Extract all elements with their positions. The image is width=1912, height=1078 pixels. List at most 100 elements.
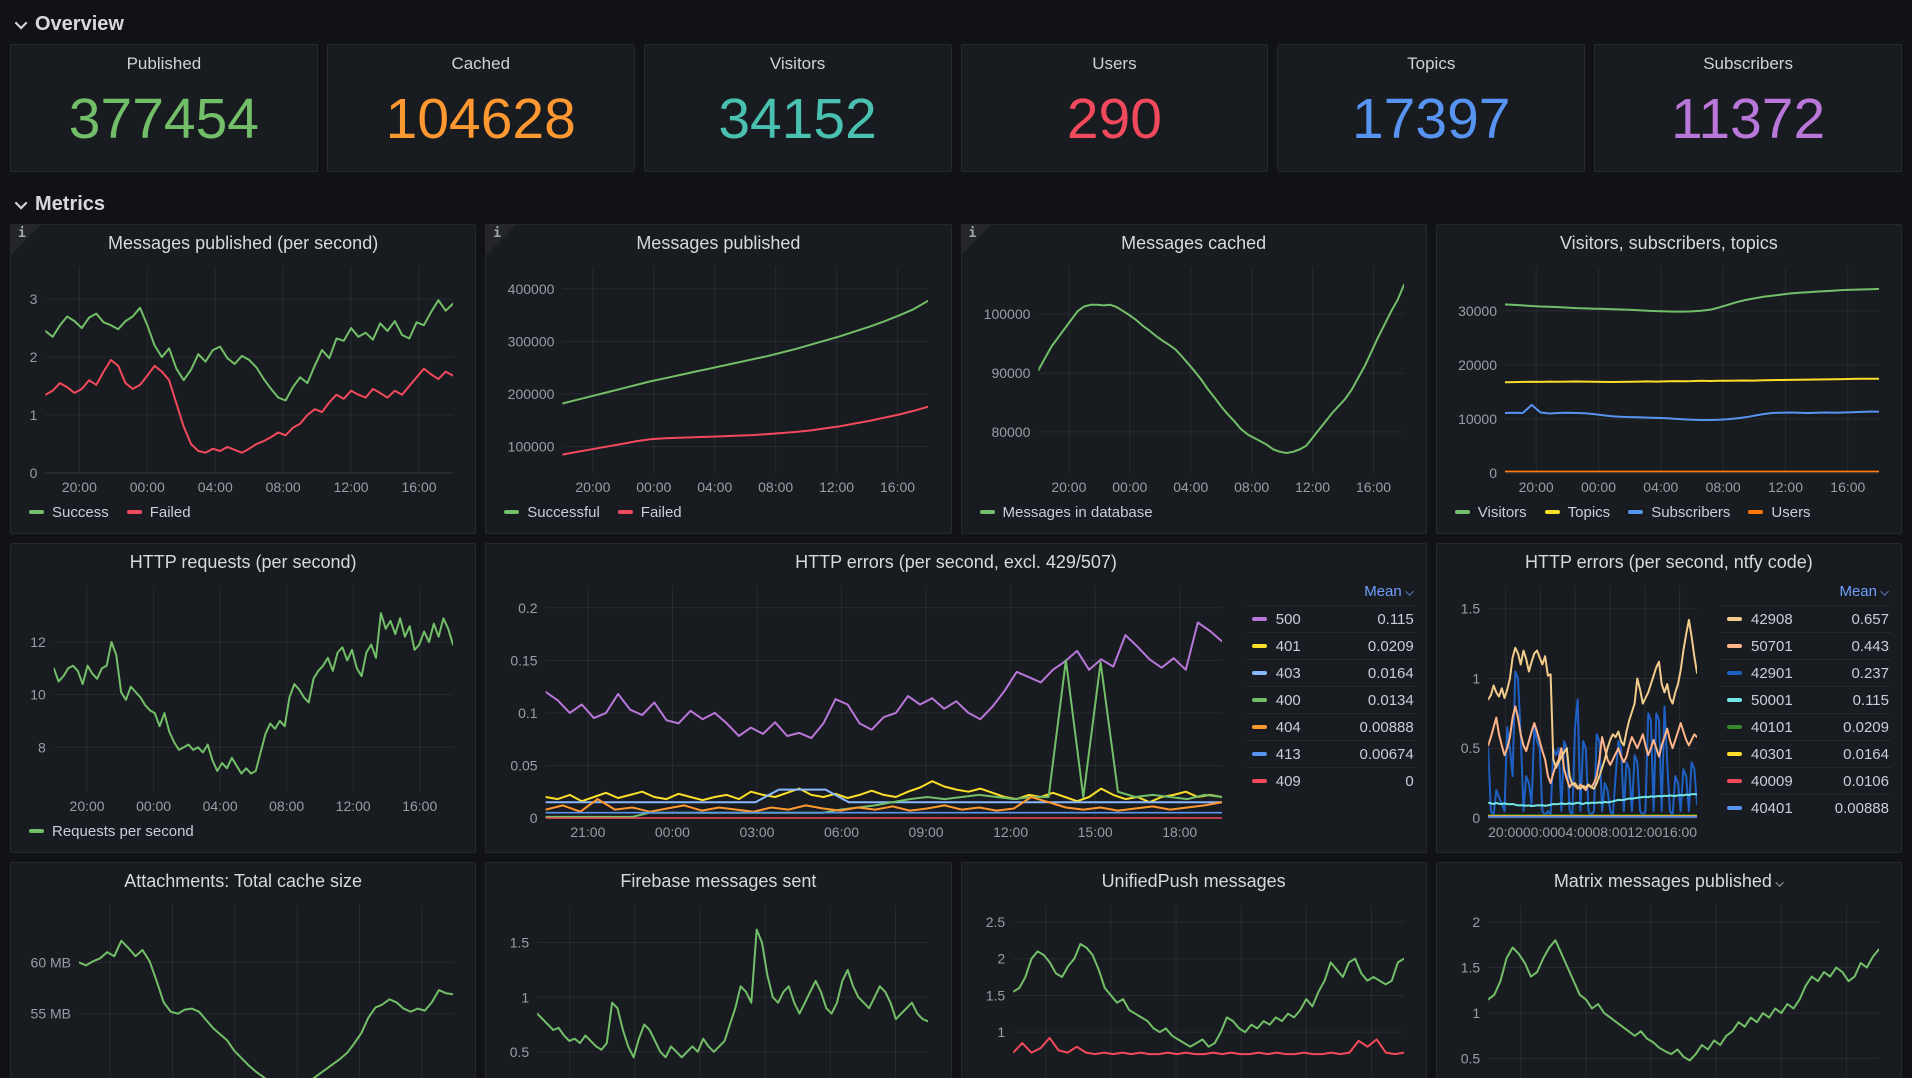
panel-title[interactable]: HTTP requests (per second) bbox=[19, 544, 467, 580]
chart-plot-area[interactable]: 20:00 00:00 04:00 08:00 12:00 16:00 100000 2000… bbox=[494, 261, 942, 499]
legend-table-row[interactable]: 42901 0.237 bbox=[1721, 659, 1891, 686]
legend-table-row[interactable]: 40101 0.0209 bbox=[1721, 713, 1891, 740]
legend-item[interactable]: Visitors bbox=[1454, 504, 1527, 521]
panel-title[interactable]: Messages published (per second) bbox=[19, 225, 467, 261]
legend-item[interactable]: Failed bbox=[617, 504, 682, 521]
legend-table-row[interactable]: 50001 0.115 bbox=[1721, 686, 1891, 713]
series-mean-value: 0.00888 bbox=[1359, 718, 1414, 736]
panel-title-text: Visitors, subscribers, topics bbox=[1560, 233, 1778, 253]
legend-table-row[interactable]: 40301 0.0164 bbox=[1721, 740, 1891, 767]
chart-panel: Attachments: Total cache size20:0000:000… bbox=[10, 862, 477, 1078]
panel-title[interactable]: HTTP errors (per second, ntfy code) bbox=[1445, 544, 1893, 580]
legend-table-row[interactable]: 40009 0.0106 bbox=[1721, 767, 1891, 794]
chart-plot-area[interactable]: 20:00 00:00 04:00 08:00 12:00 16:00 0 1 2 3 bbox=[19, 261, 467, 499]
svg-text:00:00: 00:00 bbox=[1112, 479, 1147, 495]
series-line-42908 bbox=[1487, 618, 1697, 790]
legend-table: Mean 500 0.115 401 0.0209 403 0.0164 400 0.0134 4… bbox=[1236, 580, 1418, 844]
legend-table-row[interactable]: 401 0.0209 bbox=[1245, 632, 1416, 659]
section-header-overview[interactable]: Overview bbox=[10, 4, 1902, 44]
legend-mean-header[interactable]: Mean bbox=[1246, 582, 1416, 605]
svg-text:300000: 300000 bbox=[508, 333, 555, 349]
series-line-404 bbox=[545, 796, 1223, 813]
series-mean-value: 0.0209 bbox=[1367, 637, 1414, 655]
svg-text:100000: 100000 bbox=[983, 306, 1030, 322]
legend-item[interactable]: Topics bbox=[1544, 504, 1610, 521]
legend-table-row[interactable]: 42908 0.657 bbox=[1721, 605, 1891, 632]
series-line-Failed bbox=[1012, 1036, 1404, 1056]
chart-panel: i Messages published 20:00 00:00 04:00 08:00 1… bbox=[485, 224, 952, 534]
panel-title[interactable]: Matrix messages published bbox=[1445, 863, 1893, 899]
panel-title[interactable]: Messages cached bbox=[970, 225, 1418, 261]
chart-plot-area[interactable]: 20:00 00:00 04:00 08:00 12:00 16:00 0 10000 2000… bbox=[1445, 261, 1893, 499]
series-swatch bbox=[1727, 617, 1742, 621]
legend-table-row[interactable]: 413 0.00674 bbox=[1245, 740, 1416, 767]
legend-table-row[interactable]: 404 0.00888 bbox=[1245, 713, 1416, 740]
chart-plot-area[interactable]: 20:00 00:00 04:00 08:00 12:00 16:00 0 0.5 1 1.5 bbox=[1445, 580, 1711, 844]
legend-item[interactable]: Successful bbox=[504, 504, 600, 521]
series-swatch bbox=[1544, 510, 1560, 514]
charts-grid: i Messages published (per second) 20:00 00:… bbox=[10, 224, 1902, 1078]
stat-value: 11372 bbox=[1670, 87, 1826, 151]
series-line-Topics bbox=[1504, 377, 1879, 384]
legend-item[interactable]: Requests per second bbox=[29, 823, 194, 840]
svg-text:0.05: 0.05 bbox=[511, 757, 538, 773]
svg-text:1: 1 bbox=[30, 407, 38, 423]
legend-item[interactable]: Subscribers bbox=[1628, 504, 1730, 521]
panel-title[interactable]: UnifiedPush messages bbox=[970, 863, 1418, 899]
section-header-metrics[interactable]: Metrics bbox=[10, 184, 1902, 224]
svg-text:09:00: 09:00 bbox=[909, 824, 944, 840]
legend-item[interactable]: Failed bbox=[126, 504, 191, 521]
series-swatch bbox=[617, 510, 633, 514]
legend-table-row[interactable]: 500 0.115 bbox=[1245, 605, 1416, 632]
legend-table-row[interactable]: 40401 0.00888 bbox=[1721, 794, 1891, 821]
series-line-Failed bbox=[45, 359, 454, 454]
series-mean-value: 0.237 bbox=[1851, 664, 1889, 682]
series-label: 40401 bbox=[1751, 799, 1793, 817]
svg-text:100000: 100000 bbox=[508, 439, 555, 455]
panel-title[interactable]: HTTP errors (per second, excl. 429/507) bbox=[494, 544, 1418, 580]
legend-table-row[interactable]: 403 0.0164 bbox=[1245, 659, 1416, 686]
svg-text:10000: 10000 bbox=[1458, 411, 1497, 427]
section-title: Metrics bbox=[35, 192, 106, 215]
series-line-Success bbox=[45, 299, 454, 402]
legend-table-row[interactable]: 50701 0.443 bbox=[1721, 632, 1891, 659]
svg-text:15:00: 15:00 bbox=[1078, 824, 1113, 840]
chart-svg: 21:00 00:00 03:00 06:00 09:00 12:00 15:00 18:00… bbox=[511, 586, 1223, 840]
legend-item[interactable]: Users bbox=[1748, 504, 1811, 521]
legend-label: Successful bbox=[527, 503, 600, 521]
chart-plot-area[interactable]: 20:00 00:00 04:00 08:00 12:00 16:00 80000 90000… bbox=[970, 261, 1418, 499]
series-swatch bbox=[1727, 644, 1742, 648]
legend-item[interactable]: Success bbox=[29, 504, 109, 521]
svg-text:8: 8 bbox=[38, 739, 46, 755]
legend-table: Mean 42908 0.657 50701 0.443 42901 0.237 50001 0… bbox=[1711, 580, 1893, 844]
chart-plot-area[interactable]: 21:00 00:00 03:00 06:00 09:00 12:00 15:00 18:00… bbox=[494, 580, 1236, 844]
series-swatch bbox=[1727, 806, 1742, 810]
panel-title[interactable]: Attachments: Total cache size bbox=[19, 863, 467, 899]
legend-table-row[interactable]: 409 0 bbox=[1245, 767, 1416, 794]
svg-text:18:00: 18:00 bbox=[1162, 824, 1197, 840]
legend-item[interactable]: Messages in database bbox=[979, 504, 1153, 521]
svg-text:12:00: 12:00 bbox=[334, 479, 369, 495]
series-label: 42908 bbox=[1751, 610, 1793, 628]
panel-title[interactable]: Firebase messages sent bbox=[494, 863, 942, 899]
panel-title[interactable]: Visitors, subscribers, topics bbox=[1445, 225, 1893, 261]
svg-text:08:00: 08:00 bbox=[1705, 479, 1740, 495]
svg-text:1.5: 1.5 bbox=[510, 935, 530, 951]
legend-mean-header[interactable]: Mean bbox=[1721, 582, 1891, 605]
chart-plot-area[interactable]: 20:00 00:00 04:00 08:00 12:00 16:00 8 10 12 bbox=[19, 580, 467, 818]
series-swatch bbox=[1251, 617, 1267, 621]
svg-text:00:00: 00:00 bbox=[130, 479, 165, 495]
legend-table-row[interactable]: 400 0.0134 bbox=[1245, 686, 1416, 713]
chart-panel: Firebase messages sent20:0000:0004:0008:… bbox=[485, 862, 952, 1078]
series-line-Firebase messages sent bbox=[537, 928, 929, 1059]
panel-title[interactable]: Messages published bbox=[494, 225, 942, 261]
chart-panel: HTTP errors (per second, ntfy code) 20:00… bbox=[1435, 543, 1902, 853]
series-label: 403 bbox=[1275, 664, 1301, 682]
